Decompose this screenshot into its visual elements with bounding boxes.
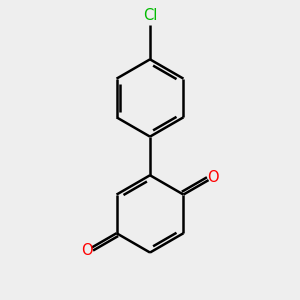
Text: O: O: [207, 170, 219, 185]
Text: Cl: Cl: [143, 8, 157, 23]
Text: O: O: [81, 243, 93, 258]
